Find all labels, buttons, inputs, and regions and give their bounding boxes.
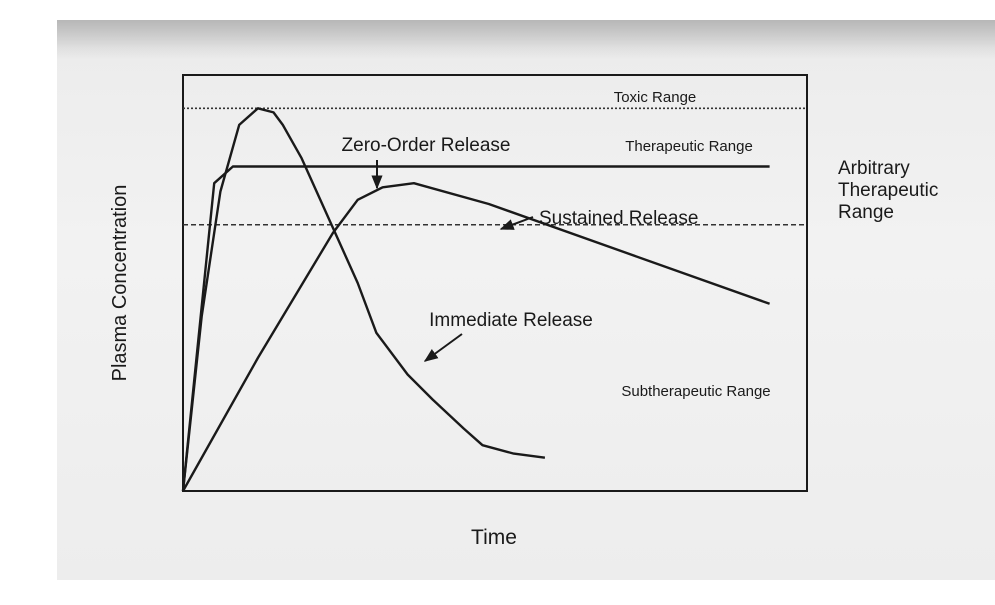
scanned-page [57,20,995,580]
plot-frame [182,74,808,492]
immediate-release-arrow [423,333,463,362]
arbitrary-therapeutic-range-label-line-1: Arbitrary [838,158,910,179]
immediate-release-annotation: Immediate Release [429,310,593,331]
arbitrary-therapeutic-range-label-line-3: Range [838,202,894,223]
arbitrary-therapeutic-range-label-line-2: Therapeutic [838,180,938,201]
scan-shadow [57,20,995,60]
x-axis-label: Time [471,526,517,549]
sustained-release-annotation: Sustained Release [539,208,699,229]
immediate-release-curve [181,107,546,492]
therapeutic-range-label: Therapeutic Range [625,138,753,155]
toxic-range-label: Toxic Range [614,89,697,106]
subtherapeutic-range-label: Subtherapeutic Range [621,383,770,400]
sustained-release-curve [181,181,771,492]
zero-order-release-annotation: Zero-Order Release [342,135,511,156]
sustained-release-arrow [499,216,534,230]
y-axis-label: Plasma Concentration [109,185,131,382]
